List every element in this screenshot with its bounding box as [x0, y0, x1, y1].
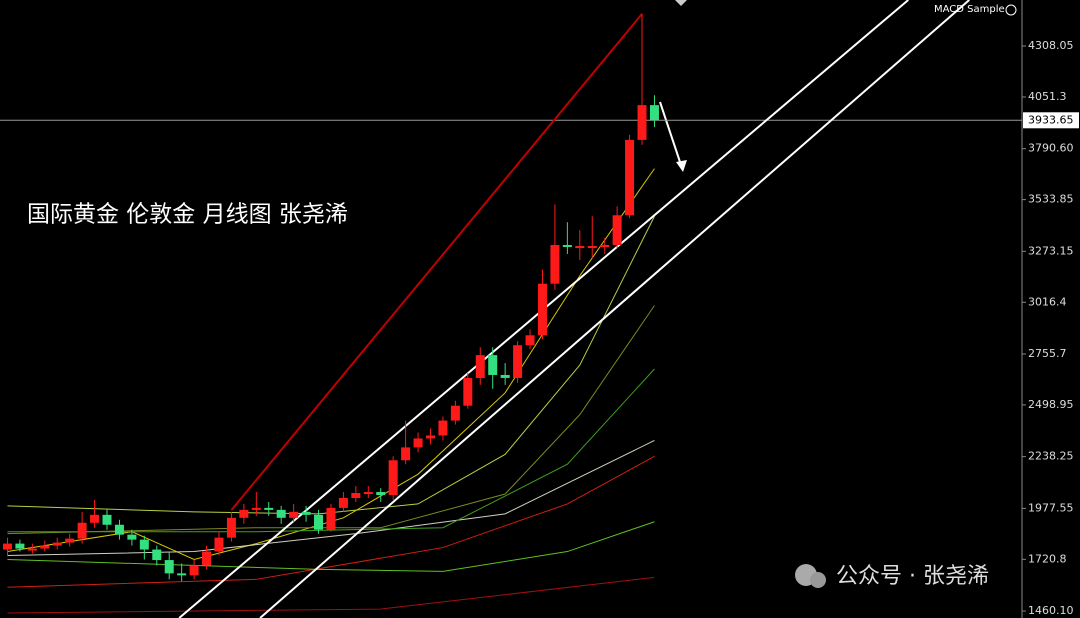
candle-body [413, 438, 423, 448]
candle-body [52, 542, 62, 546]
candle-body [326, 507, 336, 530]
candle-body [401, 447, 411, 461]
watermark-text: 公众号 · 张尧浠 [836, 564, 989, 589]
arrow-head [676, 160, 687, 172]
candle-body [550, 245, 560, 284]
candle-body [202, 551, 212, 566]
candle-body [575, 246, 585, 249]
candle-body [637, 105, 647, 140]
candle-body [625, 139, 635, 216]
candle-body [649, 105, 659, 121]
candle-body [114, 524, 124, 535]
candle-body [2, 543, 12, 550]
arrow [659, 101, 683, 169]
y-tick-label: 2238.25 [1028, 450, 1074, 463]
watermark: 公众号 · 张尧浠 [795, 564, 989, 589]
trendline [259, 0, 970, 618]
candle-body [276, 509, 286, 518]
candle-body [102, 514, 112, 525]
candle-body [388, 460, 398, 495]
y-tick-label: 1720.8 [1028, 552, 1067, 565]
candle-body [152, 549, 162, 561]
candle-body [338, 497, 348, 508]
candle-body [139, 539, 149, 550]
y-tick-label: 2755.7 [1028, 347, 1067, 360]
candle-body [351, 493, 361, 498]
moving-average [7, 521, 655, 572]
candle-body [15, 543, 25, 549]
candle-body [525, 335, 535, 346]
candle-body [450, 405, 460, 421]
candle-body [77, 522, 87, 539]
candle-body [600, 245, 610, 248]
y-tick-label: 4308.05 [1028, 39, 1074, 52]
candle-body [90, 514, 100, 523]
y-tick-label: 3273.15 [1028, 244, 1074, 257]
moving-average [7, 368, 655, 533]
candle-body [363, 492, 373, 495]
candle-body [239, 509, 249, 518]
moving-average [7, 576, 655, 614]
scroll-marker [675, 0, 687, 6]
y-tick-label: 3016.4 [1028, 295, 1067, 308]
candle-body [127, 534, 137, 540]
y-tick-label: 1460.10 [1028, 604, 1074, 617]
candle-body [164, 560, 174, 574]
moving-average [7, 168, 655, 561]
moving-average [7, 216, 655, 515]
candle-body [65, 538, 75, 543]
candle-body [438, 420, 448, 436]
y-tick-label: 3790.60 [1028, 142, 1074, 155]
candle-body [513, 345, 523, 378]
chart-title: 国际黄金 伦敦金 月线图 张尧浠 [27, 202, 348, 228]
candle-body [612, 215, 622, 246]
candle-body [177, 573, 187, 576]
moving-average [7, 305, 655, 535]
current-price-box [1023, 112, 1079, 129]
candle-body [27, 548, 37, 551]
candle-body [226, 517, 236, 538]
trendline [230, 13, 643, 511]
candle-body [264, 507, 274, 510]
y-tick-label: 2498.95 [1028, 398, 1074, 411]
candle-body [289, 511, 299, 518]
y-tick-label: 3533.85 [1028, 193, 1074, 206]
candle-body [214, 537, 224, 552]
candle-body [376, 492, 386, 495]
wechat-icon [810, 572, 826, 588]
current-price-label: 3933.65 [1028, 113, 1074, 126]
candle-body [40, 545, 50, 549]
plot [0, 0, 1022, 618]
candle-body [562, 245, 572, 248]
y-tick-label: 4051.3 [1028, 90, 1067, 103]
candle-body [251, 507, 261, 510]
candle-body [587, 246, 597, 249]
candle-body [425, 435, 435, 439]
candle-body [475, 355, 485, 378]
candle-body [537, 283, 547, 336]
candle-body [189, 565, 199, 576]
candle-body [314, 514, 324, 530]
indicator-label: MACD Sample [934, 4, 1005, 15]
candle-body [500, 374, 510, 378]
candle-body [301, 511, 311, 515]
y-tick-label: 1977.55 [1028, 501, 1074, 514]
candle-body [488, 355, 498, 375]
moving-average [7, 455, 655, 588]
candle-body [463, 377, 473, 406]
indicator-icon [1005, 4, 1017, 16]
